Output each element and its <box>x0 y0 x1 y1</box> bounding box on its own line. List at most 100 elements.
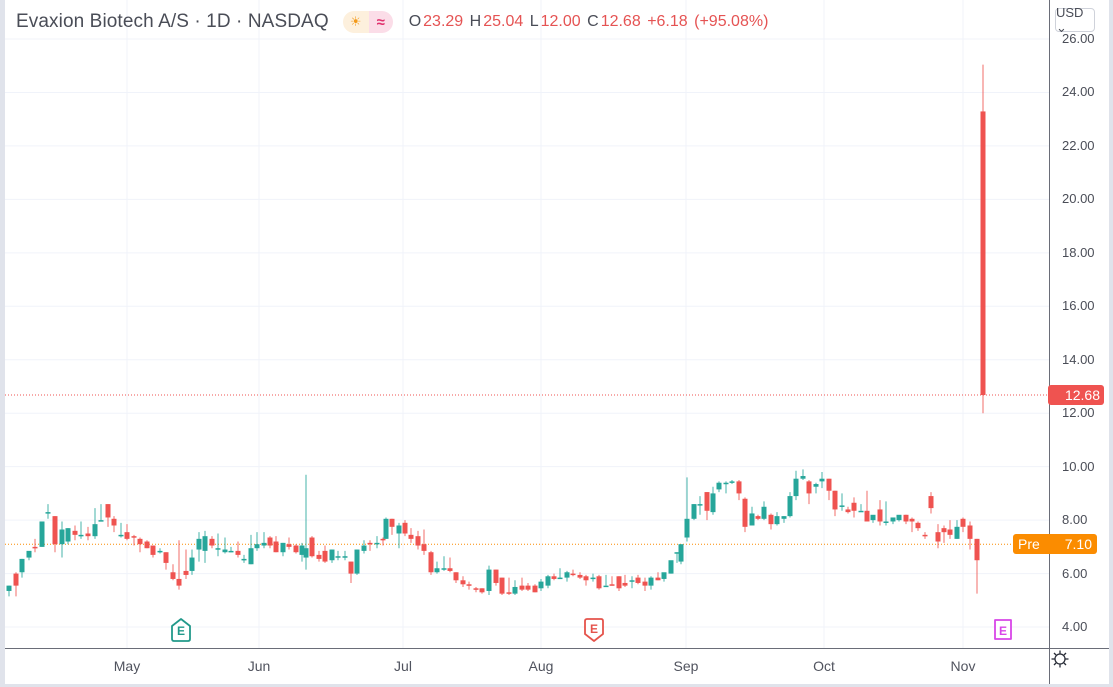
candle[interactable] <box>583 574 589 586</box>
candle[interactable] <box>577 572 583 579</box>
candle[interactable] <box>826 478 832 501</box>
candle[interactable] <box>635 574 641 585</box>
candle[interactable] <box>723 481 729 494</box>
candle[interactable] <box>59 521 65 558</box>
candle[interactable] <box>941 525 947 543</box>
candle[interactable] <box>557 568 563 580</box>
candle[interactable] <box>299 542 305 562</box>
candle[interactable] <box>228 546 234 553</box>
candle[interactable] <box>367 540 373 551</box>
candle[interactable] <box>915 521 921 531</box>
candle[interactable] <box>761 501 767 521</box>
candle[interactable] <box>716 481 722 493</box>
candle[interactable] <box>538 578 544 591</box>
candle[interactable] <box>506 577 512 595</box>
candle[interactable] <box>603 574 609 588</box>
candle[interactable] <box>428 550 434 575</box>
candle[interactable] <box>697 496 703 515</box>
candle[interactable] <box>710 486 716 515</box>
candle[interactable] <box>691 504 697 521</box>
candle[interactable] <box>839 493 845 511</box>
candle[interactable] <box>551 573 557 581</box>
candle[interactable] <box>922 532 928 539</box>
candle[interactable] <box>570 569 576 577</box>
candle[interactable] <box>564 570 570 582</box>
candle[interactable] <box>196 532 202 562</box>
candle[interactable] <box>235 541 241 558</box>
candle[interactable] <box>32 538 38 553</box>
candle[interactable] <box>137 537 143 553</box>
candle[interactable] <box>183 549 189 579</box>
candle[interactable] <box>486 565 492 595</box>
candle[interactable] <box>6 585 12 597</box>
candle[interactable] <box>441 556 447 571</box>
candle[interactable] <box>45 504 51 519</box>
candle[interactable] <box>98 504 104 522</box>
candle[interactable] <box>118 522 124 538</box>
candle[interactable] <box>473 586 479 593</box>
candle[interactable] <box>793 470 799 501</box>
candle[interactable] <box>293 544 299 554</box>
candle[interactable] <box>870 514 876 523</box>
candle[interactable] <box>629 576 635 589</box>
candle[interactable] <box>590 573 596 582</box>
candle[interactable] <box>661 572 667 582</box>
candle[interactable] <box>342 550 348 561</box>
candle[interactable] <box>150 545 156 558</box>
candle[interactable] <box>532 584 538 593</box>
candle[interactable] <box>383 517 389 539</box>
candle[interactable] <box>447 557 453 573</box>
candle[interactable] <box>466 581 472 590</box>
candle[interactable] <box>374 536 380 549</box>
candle[interactable] <box>806 480 812 505</box>
candle[interactable] <box>309 536 315 558</box>
candle[interactable] <box>361 540 367 554</box>
candle[interactable] <box>648 576 654 590</box>
candlestick-chart[interactable] <box>5 0 1049 648</box>
candle[interactable] <box>322 545 328 563</box>
candle[interactable] <box>19 558 25 578</box>
currency-button[interactable]: USD ⌄ <box>1055 5 1095 35</box>
candle[interactable] <box>280 542 286 557</box>
candle[interactable] <box>13 572 19 597</box>
candle[interactable] <box>415 530 421 550</box>
candle[interactable] <box>222 537 228 554</box>
candle[interactable] <box>453 572 459 583</box>
price-axis[interactable]: 26.00 24.00 22.00 20.00 18.00 16.00 14.00 12.00… <box>1048 0 1109 648</box>
candle[interactable] <box>768 513 774 530</box>
symbol-title[interactable]: Evaxion Biotech A/S · 1D · NASDAQ <box>16 11 329 32</box>
candle[interactable] <box>408 528 414 543</box>
candle[interactable] <box>616 576 622 591</box>
candle[interactable] <box>903 514 909 525</box>
candle[interactable] <box>674 552 680 563</box>
candle[interactable] <box>52 516 58 553</box>
candle[interactable] <box>479 588 485 594</box>
candle[interactable] <box>176 540 182 590</box>
candle[interactable] <box>954 520 960 539</box>
earnings-marker-icon[interactable]: E <box>992 617 1014 643</box>
candle[interactable] <box>596 574 602 590</box>
candle[interactable] <box>380 537 386 546</box>
candle[interactable] <box>241 554 247 563</box>
candle[interactable] <box>72 525 78 541</box>
candle[interactable] <box>609 576 615 586</box>
candle[interactable] <box>819 472 825 489</box>
candle[interactable] <box>105 504 111 527</box>
candle[interactable] <box>655 572 661 581</box>
candle[interactable] <box>39 521 45 547</box>
candle[interactable] <box>845 506 851 514</box>
candle[interactable] <box>329 549 335 563</box>
candle[interactable] <box>512 580 518 595</box>
sun-icon[interactable]: ☀ <box>342 11 369 33</box>
candle[interactable] <box>742 497 748 533</box>
candle[interactable] <box>163 552 169 570</box>
candle[interactable] <box>678 544 684 565</box>
candle[interactable] <box>787 492 793 518</box>
candle[interactable] <box>729 480 735 485</box>
candle[interactable] <box>525 582 531 591</box>
candle[interactable] <box>813 482 819 494</box>
candle[interactable] <box>124 524 130 541</box>
candle[interactable] <box>189 549 195 575</box>
candle[interactable] <box>85 526 91 541</box>
